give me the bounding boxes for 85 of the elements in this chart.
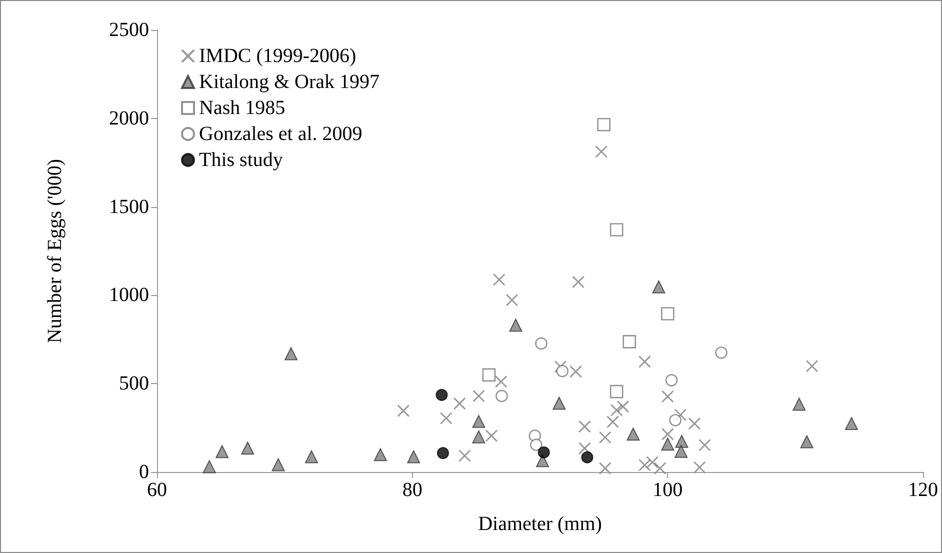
point xyxy=(272,458,285,472)
point xyxy=(674,408,687,422)
y-tick-label: 2500 xyxy=(109,19,149,41)
x-tick-label: 120 xyxy=(908,479,938,501)
point xyxy=(715,346,728,359)
point xyxy=(652,280,666,294)
point xyxy=(654,462,666,475)
point xyxy=(397,404,410,418)
point xyxy=(638,458,651,472)
point xyxy=(638,355,651,368)
point xyxy=(440,412,452,425)
point xyxy=(374,448,387,462)
point xyxy=(688,417,701,430)
point xyxy=(622,335,636,348)
point xyxy=(675,434,688,448)
point xyxy=(509,318,522,332)
point xyxy=(610,223,624,236)
point xyxy=(595,145,608,158)
y-tick-label: 500 xyxy=(119,372,149,395)
point xyxy=(453,397,466,410)
point xyxy=(569,365,582,378)
point xyxy=(578,442,591,455)
point xyxy=(661,390,674,403)
x-tick-label: 60 xyxy=(147,479,167,501)
point xyxy=(506,294,518,306)
point xyxy=(597,118,610,132)
point xyxy=(661,428,674,440)
point xyxy=(598,431,612,444)
point xyxy=(845,417,858,430)
point xyxy=(216,445,229,458)
point xyxy=(665,374,678,386)
point xyxy=(538,446,550,458)
point xyxy=(496,390,508,402)
legend-label: IMDC (1999-2006) xyxy=(199,45,356,67)
point xyxy=(578,420,591,433)
point xyxy=(284,347,298,360)
y-tick-label: 0 xyxy=(139,461,149,483)
point xyxy=(610,384,624,398)
point xyxy=(572,276,585,288)
point xyxy=(472,430,486,444)
point xyxy=(494,375,508,388)
point xyxy=(458,449,471,462)
point xyxy=(241,442,254,455)
point xyxy=(581,451,594,464)
point xyxy=(610,404,623,416)
point xyxy=(482,368,496,382)
point xyxy=(492,273,506,286)
x-tick-label: 100 xyxy=(652,479,683,501)
point xyxy=(626,428,640,441)
point xyxy=(552,396,566,410)
point xyxy=(693,461,706,474)
legend-label: Nash 1985 xyxy=(199,97,286,119)
point xyxy=(485,430,498,442)
point xyxy=(806,360,818,372)
y-tick-label: 1000 xyxy=(109,284,149,306)
point xyxy=(472,390,485,402)
point xyxy=(304,450,318,464)
point xyxy=(202,460,216,474)
x-tick-label: 80 xyxy=(402,479,422,501)
point xyxy=(616,400,630,413)
point xyxy=(407,450,420,464)
point xyxy=(661,438,674,451)
point xyxy=(674,444,688,458)
point xyxy=(646,456,659,469)
point xyxy=(436,388,448,401)
point xyxy=(792,398,806,411)
point xyxy=(669,414,682,426)
point xyxy=(661,307,674,320)
legend-label: Kitalong & Orak 1997 xyxy=(199,71,380,93)
point xyxy=(606,416,620,428)
point xyxy=(554,360,567,373)
point xyxy=(436,447,449,460)
y-axis-title: Number of Eggs ('000) xyxy=(44,158,66,344)
y-tick-label: 2000 xyxy=(109,107,149,130)
x-axis-title: Diameter (mm) xyxy=(478,513,602,535)
point xyxy=(472,414,486,428)
legend-label: Gonzales et al. 2009 xyxy=(199,123,362,145)
point xyxy=(698,438,711,452)
legend-label: This study xyxy=(199,149,283,171)
point xyxy=(598,462,612,475)
point xyxy=(800,435,814,448)
point xyxy=(530,438,542,451)
point xyxy=(556,364,568,378)
point xyxy=(535,337,548,350)
y-tick-label: 1500 xyxy=(109,196,149,218)
